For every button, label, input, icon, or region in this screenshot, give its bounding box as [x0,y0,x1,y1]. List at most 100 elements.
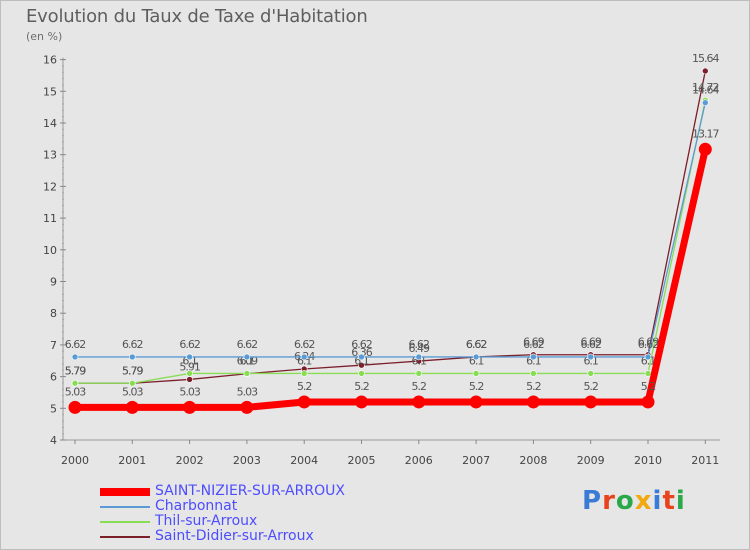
legend-item: Charbonnat [100,498,400,514]
data-point-charbonnat [186,353,193,361]
data-label-thil-sur-arroux: 6.1 [354,354,369,367]
legend-swatch [100,521,150,523]
series-line-saint-didier-sur-arroux [74,70,706,384]
y-tick-label: 4 [50,434,57,447]
x-tick-label: 2001 [118,454,146,467]
data-label-saint-didier-sur-arroux: 6.36 [351,346,372,359]
data-label-saint-nizier-sur-arroux: 5.2 [526,380,541,393]
data-point-thil-sur-arroux [186,370,193,377]
data-point-charbonnat [243,353,251,361]
logo-letter: o [615,486,635,516]
data-point-thil-sur-arroux [530,370,537,377]
logo-letter: i [675,486,686,516]
x-tick-label: 2011 [691,454,719,467]
data-point-saint-nizier-sur-arroux [584,395,598,409]
y-tick-label: 12 [43,180,57,193]
data-point-thil-sur-arroux [300,370,308,377]
data-label-charbonnat: 6.62 [351,338,372,351]
data-point-charbonnat [644,353,652,361]
legend-item: SAINT-NIZIER-SUR-ARROUX [100,483,400,499]
x-tick-label: 2010 [634,454,662,467]
data-point-thil-sur-arroux [644,370,652,377]
data-point-charbonnat [472,353,480,361]
data-label-saint-nizier-sur-arroux: 5.03 [65,385,86,398]
x-tick-label: 2008 [519,454,547,467]
data-label-saint-nizier-sur-arroux: 5.03 [122,385,143,398]
data-label-charbonnat: 14.64 [692,84,719,97]
data-point-thil-sur-arroux [415,370,423,377]
legend-label: Thil-sur-Arroux [155,513,258,529]
data-label-saint-didier-sur-arroux: 15.64 [692,52,719,65]
data-point-saint-nizier-sur-arroux [68,400,82,414]
data-label-saint-didier-sur-arroux: 6.09 [237,355,258,368]
data-label-saint-didier-sur-arroux: 6.69 [523,336,544,349]
data-point-charbonnat [530,353,537,361]
series-line-saint-nizier-sur-arroux [71,145,709,411]
x-tick-label: 2004 [290,454,318,467]
legend-swatch [100,536,150,538]
data-label-thil-sur-arroux: 6.1 [583,354,598,367]
data-label-saint-nizier-sur-arroux: 5.03 [237,385,258,398]
data-point-charbonnat [71,353,79,361]
data-point-thil-sur-arroux [243,370,251,377]
data-label-thil-sur-arroux: 5.79 [65,364,86,377]
data-point-saint-nizier-sur-arroux [297,395,311,409]
data-label-thil-sur-arroux: 5.79 [122,364,143,377]
data-label-charbonnat: 6.62 [122,338,143,351]
data-point-charbonnat [415,353,423,361]
data-label-charbonnat: 6.62 [65,338,86,351]
data-label-saint-didier-sur-arroux: 5.79 [65,364,86,377]
data-label-charbonnat: 6.62 [466,338,487,351]
logo-letter: t [662,486,676,516]
y-tick-label: 10 [43,244,57,257]
data-label-thil-sur-arroux: 14.72 [692,81,719,94]
y-tick-label: 14 [43,117,57,130]
y-tick-label: 15 [43,85,57,98]
data-point-thil-sur-arroux [71,379,79,387]
data-label-thil-sur-arroux: 6.1 [469,354,484,367]
data-point-charbonnat [701,99,709,107]
data-point-saint-didier-sur-arroux [358,361,365,369]
data-label-saint-didier-sur-arroux: 5.79 [122,364,143,377]
data-point-charbonnat [129,353,136,361]
data-point-saint-nizier-sur-arroux [641,395,655,409]
logo-letter: P [582,486,603,516]
data-point-saint-nizier-sur-arroux [469,395,483,409]
legend-label: SAINT-NIZIER-SUR-ARROUX [155,483,345,499]
data-point-saint-nizier-sur-arroux [355,395,368,409]
data-label-saint-didier-sur-arroux: 6.49 [409,342,430,355]
data-label-thil-sur-arroux: 6.1 [297,354,312,367]
data-label-charbonnat: 6.62 [237,338,258,351]
x-tick-label: 2007 [462,454,490,467]
data-label-saint-nizier-sur-arroux: 5.2 [583,380,598,393]
data-label-charbonnat: 6.62 [179,338,200,351]
data-label-saint-nizier-sur-arroux: 5.03 [179,385,200,398]
data-label-saint-nizier-sur-arroux: 13.17 [692,127,719,140]
y-tick-label: 9 [50,276,57,289]
data-point-saint-didier-sur-arroux [186,376,193,383]
legend-item: Thil-sur-Arroux [100,513,400,529]
data-point-saint-nizier-sur-arroux [183,400,197,414]
data-label-charbonnat: 6.62 [638,338,659,351]
data-label-saint-didier-sur-arroux: 5.91 [179,360,200,373]
x-tick-label: 2005 [348,454,376,467]
data-label-thil-sur-arroux: 6.1 [412,354,427,367]
proxiti-logo: Proxiti [582,486,686,516]
data-label-thil-sur-arroux: 6.1 [526,354,541,367]
legend-item: Saint-Didier-sur-Arroux [100,528,400,544]
x-tick-label: 2006 [405,454,433,467]
data-label-thil-sur-arroux: 6.1 [641,354,656,367]
data-point-thil-sur-arroux [472,370,480,377]
legend-label: Charbonnat [155,498,238,514]
data-label-charbonnat: 6.62 [409,338,430,351]
data-label-saint-nizier-sur-arroux: 5.2 [297,380,312,393]
data-point-saint-nizier-sur-arroux [412,395,426,409]
y-tick-label: 5 [50,402,57,415]
data-point-thil-sur-arroux [129,379,136,387]
data-point-charbonnat [587,353,595,361]
legend-swatch [100,506,150,508]
data-label-saint-nizier-sur-arroux: 5.2 [641,380,656,393]
y-tick-label: 6 [50,371,57,384]
x-tick-label: 2003 [233,454,261,467]
data-point-saint-nizier-sur-arroux [125,400,139,414]
